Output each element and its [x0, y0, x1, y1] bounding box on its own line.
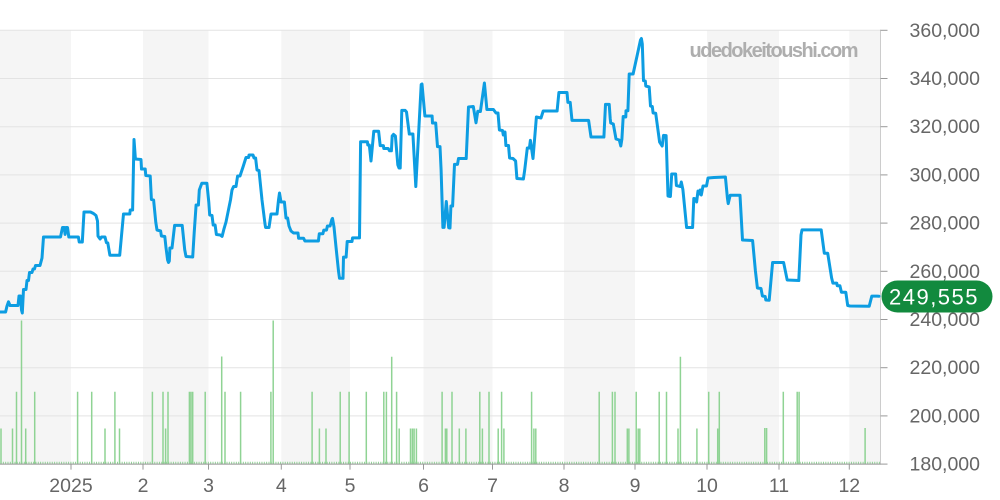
svg-text:249,555: 249,555 — [889, 285, 979, 310]
svg-text:300,000: 300,000 — [910, 164, 981, 186]
svg-text:12: 12 — [838, 475, 860, 497]
svg-text:4: 4 — [276, 475, 287, 497]
svg-text:180,000: 180,000 — [910, 454, 981, 476]
svg-text:2025: 2025 — [49, 475, 93, 497]
svg-text:200,000: 200,000 — [910, 405, 981, 427]
svg-text:5: 5 — [345, 475, 356, 497]
svg-text:9: 9 — [630, 475, 641, 497]
svg-text:340,000: 340,000 — [910, 68, 981, 90]
svg-text:3: 3 — [203, 475, 214, 497]
svg-text:2: 2 — [138, 475, 149, 497]
svg-text:260,000: 260,000 — [910, 261, 981, 283]
svg-text:6: 6 — [418, 475, 429, 497]
svg-text:240,000: 240,000 — [910, 309, 981, 331]
svg-text:280,000: 280,000 — [910, 213, 981, 235]
svg-text:8: 8 — [559, 475, 570, 497]
svg-text:10: 10 — [696, 475, 718, 497]
svg-text:320,000: 320,000 — [910, 116, 981, 138]
svg-text:7: 7 — [487, 475, 498, 497]
svg-text:220,000: 220,000 — [910, 357, 981, 379]
svg-text:360,000: 360,000 — [910, 20, 981, 42]
svg-text:11: 11 — [769, 475, 789, 497]
svg-text:udedokeitoushi.com: udedokeitoushi.com — [690, 40, 858, 62]
